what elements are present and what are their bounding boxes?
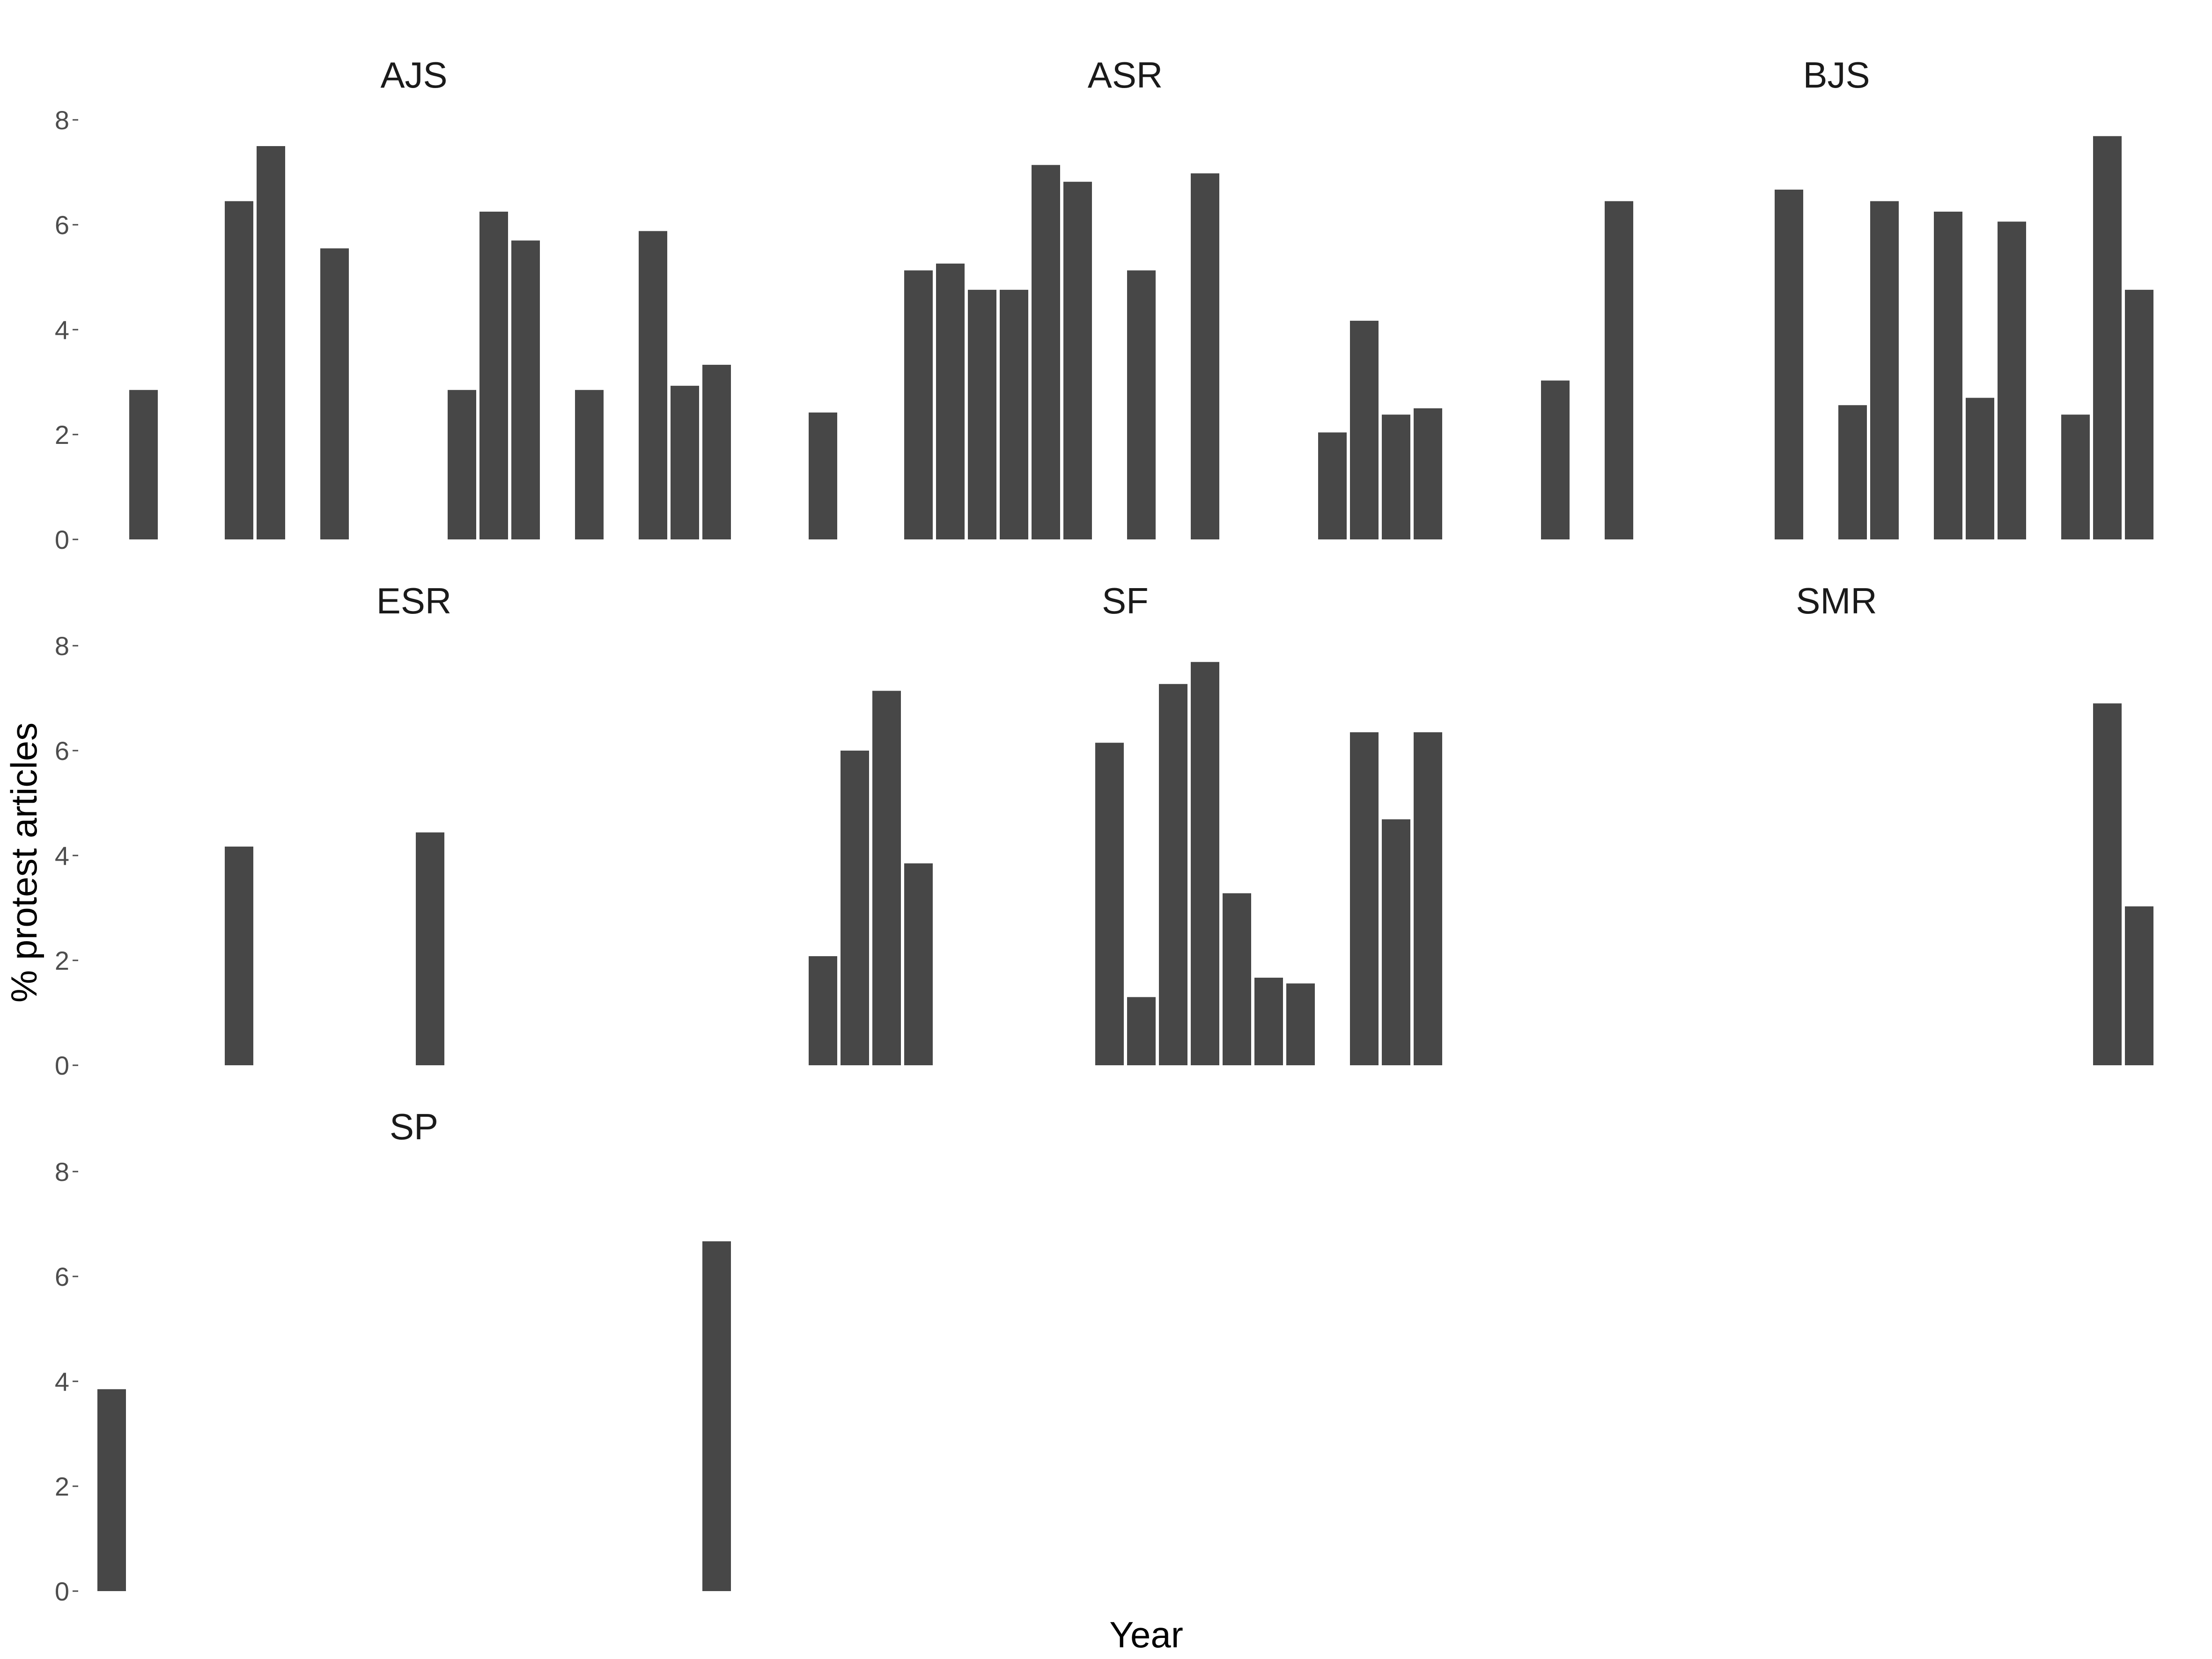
bar-bjs — [1838, 405, 1867, 539]
bar-asr — [1063, 182, 1092, 539]
y-tick-label: 0 — [55, 1051, 69, 1080]
panel-title-smr: SMR — [1796, 580, 1877, 621]
y-tick-label: 6 — [55, 1262, 69, 1291]
y-tick-label: 6 — [55, 210, 69, 240]
panel-ajs: AJS 0 2 4 6 8 — [55, 54, 731, 554]
bar-bjs — [2061, 414, 2090, 539]
bar-asr — [1414, 408, 1442, 539]
bar-sf — [1223, 893, 1251, 1065]
panel-sp: SP 0 2 4 6 8 — [55, 1106, 731, 1606]
bar-ajs — [257, 146, 285, 539]
bar-smr — [2093, 703, 2122, 1065]
bar-ajs — [639, 231, 667, 539]
panel-title-esr: ESR — [376, 580, 451, 621]
panel-smr: SMR — [1796, 580, 2153, 1065]
panel-sf: SF — [809, 580, 1442, 1065]
bar-asr — [1382, 414, 1410, 539]
bar-sf — [841, 751, 869, 1065]
bar-sf — [1254, 977, 1283, 1065]
bar-asr — [1032, 165, 1060, 539]
bar-sf — [872, 691, 901, 1065]
y-tick-label: 8 — [55, 1157, 69, 1187]
bar-asr — [968, 289, 996, 539]
bar-sf — [1127, 997, 1156, 1065]
y-tick-label: 2 — [55, 946, 69, 975]
bar-bjs — [1966, 398, 1994, 539]
bar-esr — [225, 846, 253, 1065]
y-tick-label: 0 — [55, 1577, 69, 1606]
bar-asr — [1000, 289, 1028, 539]
y-tick-label: 4 — [55, 841, 69, 870]
panel-bjs: BJS — [1775, 54, 2153, 540]
bar-sp — [97, 1389, 126, 1591]
bar-ajs — [320, 248, 349, 539]
bar-asr — [1541, 380, 1570, 539]
bar-asr — [1318, 432, 1347, 539]
bar-asr — [936, 263, 965, 539]
bar-sf — [1191, 662, 1219, 1065]
bar-ajs — [511, 240, 540, 539]
bar-bjs — [2125, 289, 2153, 539]
bar-asr — [1191, 173, 1219, 539]
bar-asr — [1350, 320, 1379, 539]
bar-sf — [1159, 684, 1187, 1065]
bar-bjs — [2093, 136, 2122, 540]
panel-title-bjs: BJS — [1803, 54, 1870, 96]
bar-sf — [1414, 732, 1442, 1065]
y-tick-label: 2 — [55, 420, 69, 450]
y-tick-label: 8 — [55, 105, 69, 135]
y-axis-title: % protest articles — [3, 723, 44, 1003]
bar-asr — [1605, 201, 1633, 540]
bar-ajs — [129, 390, 158, 539]
panel-esr: ESR 0 2 4 6 8 — [55, 580, 451, 1080]
bar-ajs — [479, 212, 508, 539]
bar-sf — [809, 956, 837, 1065]
bar-bjs — [1870, 201, 1899, 540]
panel-asr: ASR — [809, 54, 1633, 540]
y-tick-label: 8 — [55, 631, 69, 661]
bar-sf — [1286, 983, 1315, 1065]
bar-sp — [702, 1241, 731, 1591]
x-axis-title: Year — [1109, 1614, 1183, 1655]
bar-esr — [416, 832, 444, 1065]
bar-sf — [1382, 819, 1410, 1065]
bar-sf — [1350, 732, 1379, 1065]
facet-panels: AJS 0 2 4 6 8 ASR BJS ESR 0 2 4 6 8 SF SMR SP 0 2 4 6 8 — [55, 54, 2153, 1606]
y-tick-label: 0 — [55, 525, 69, 554]
panel-title-sp: SP — [390, 1106, 438, 1147]
bar-ajs — [671, 385, 699, 539]
bar-asr — [1127, 270, 1156, 539]
bar-ajs — [575, 390, 604, 539]
bar-asr — [809, 412, 837, 539]
bar-ajs — [225, 201, 253, 540]
y-tick-label: 2 — [55, 1472, 69, 1501]
panel-title-sf: SF — [1102, 580, 1149, 621]
bar-ajs — [448, 390, 476, 539]
bar-sf — [904, 863, 933, 1065]
bar-smr — [2125, 906, 2153, 1065]
bar-asr — [904, 270, 933, 539]
y-tick-label: 4 — [55, 1367, 69, 1396]
bar-bjs — [1998, 221, 2026, 539]
panel-title-ajs: AJS — [380, 54, 447, 96]
bar-sf — [1095, 743, 1124, 1065]
y-tick-label: 4 — [55, 315, 69, 345]
y-tick-label: 6 — [55, 736, 69, 766]
bar-bjs — [1775, 189, 1803, 540]
bar-bjs — [1934, 212, 1962, 539]
panel-title-asr: ASR — [1088, 54, 1163, 96]
bar-ajs — [702, 365, 731, 539]
